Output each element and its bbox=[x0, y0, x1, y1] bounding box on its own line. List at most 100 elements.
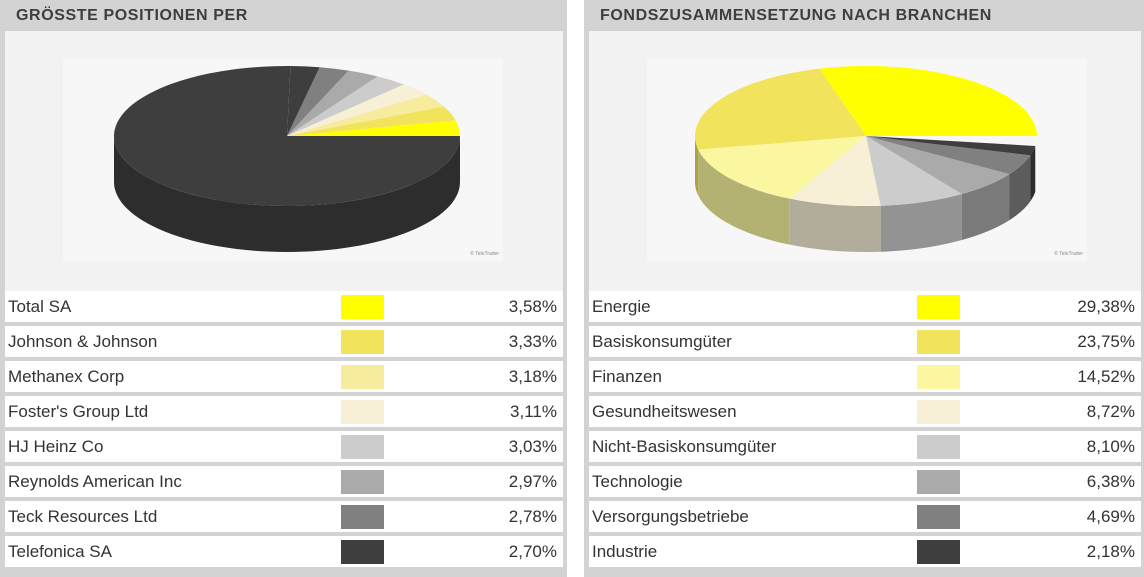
panel-title: GRÖSSTE POSITIONEN PER bbox=[16, 7, 248, 24]
legend-row: Gesundheitswesen 8,72% bbox=[589, 396, 1141, 427]
legend-row: Reynolds American Inc 2,97% bbox=[5, 466, 563, 497]
legend-value: 3,33% bbox=[508, 332, 557, 351]
legend-value: 3,03% bbox=[508, 437, 557, 456]
legend-label: Reynolds American Inc bbox=[8, 472, 182, 491]
pie-chart-box: © TeleTrader bbox=[5, 31, 563, 291]
legend-label: Versorgungsbetriebe bbox=[592, 507, 749, 526]
legend-label: Industrie bbox=[592, 542, 658, 561]
legend-row: HJ Heinz Co 3,03% bbox=[5, 431, 563, 462]
legend-value: 2,78% bbox=[508, 507, 557, 526]
legend-swatch bbox=[917, 470, 960, 494]
pie-side-rest bbox=[114, 136, 460, 252]
legend-label: HJ Heinz Co bbox=[8, 437, 104, 456]
legend-value: 8,72% bbox=[1086, 402, 1135, 421]
pie-side-technologie bbox=[961, 174, 1010, 240]
legend-swatch bbox=[917, 435, 960, 459]
legend-label: Basiskonsumgüter bbox=[592, 332, 732, 351]
legend-row: Versorgungsbetriebe 4,69% bbox=[589, 501, 1141, 532]
legend-row: Industrie 2,18% bbox=[589, 536, 1141, 567]
legend-swatch bbox=[341, 540, 384, 564]
panel-divider bbox=[567, 0, 584, 577]
pie-slice-methanex-corp bbox=[287, 94, 444, 136]
legend-label: Telefonica SA bbox=[8, 542, 112, 561]
pie-slice-hj-heinz-co bbox=[287, 76, 404, 136]
legend-value: 3,18% bbox=[508, 367, 557, 386]
legend-value: 6,38% bbox=[1086, 472, 1135, 491]
pie-slice-finanzen bbox=[698, 136, 866, 199]
legend-value: 29,38% bbox=[1077, 297, 1135, 316]
legend-row: Basiskonsumgüter 23,75% bbox=[589, 326, 1141, 357]
legend-swatch bbox=[917, 400, 960, 424]
pie-side-nicht-basiskonsumg-ter bbox=[880, 193, 962, 252]
legend-label: Nicht-Basiskonsumgüter bbox=[592, 437, 777, 456]
legend-label: Gesundheitswesen bbox=[592, 402, 737, 421]
legend-label: Teck Resources Ltd bbox=[8, 507, 158, 526]
panel-title: FONDSZUSAMMENSETZUNG NACH BRANCHEN bbox=[600, 7, 992, 24]
pie-slice-reynolds-american-inc bbox=[287, 70, 378, 136]
legend-label: Energie bbox=[592, 297, 651, 316]
legend-value: 2,70% bbox=[508, 542, 557, 561]
pie-slice-rest bbox=[113, 66, 460, 206]
legend-swatch bbox=[341, 505, 384, 529]
legend-value: 2,18% bbox=[1086, 542, 1135, 561]
pie-chart-sectors: © TeleTrader bbox=[647, 59, 1087, 261]
watermark: © TeleTrader bbox=[470, 250, 499, 257]
watermark: © TeleTrader bbox=[1054, 250, 1083, 257]
sector-composition-panel: FONDSZUSAMMENSETZUNG NACH BRANCHEN © Tel… bbox=[584, 0, 1144, 577]
legend-row: Nicht-Basiskonsumgüter 8,10% bbox=[589, 431, 1141, 462]
pie-slice-teck-resources-ltd bbox=[287, 67, 349, 136]
legend-row: Teck Resources Ltd 2,78% bbox=[5, 501, 563, 532]
legend-value: 4,69% bbox=[1086, 507, 1135, 526]
pie-side-versorgungsbetriebe bbox=[1009, 155, 1031, 221]
legend-row: Total SA 3,58% bbox=[5, 291, 563, 322]
pie-slice-industrie bbox=[866, 136, 1036, 156]
legend-label: Methanex Corp bbox=[8, 367, 125, 386]
legend-swatch bbox=[917, 365, 960, 389]
pie-side-gesundheitswesen bbox=[789, 198, 881, 252]
legend-label: Johnson & Johnson bbox=[8, 332, 158, 351]
legend-swatch bbox=[341, 435, 384, 459]
legend-swatch bbox=[917, 295, 960, 319]
legend-row: Johnson & Johnson 3,33% bbox=[5, 326, 563, 357]
legend-value: 23,75% bbox=[1077, 332, 1135, 351]
legend-swatch bbox=[917, 330, 960, 354]
legend-swatch bbox=[341, 470, 384, 494]
pie-slice-nicht-basiskonsumg-ter bbox=[866, 136, 962, 206]
legend-swatch bbox=[341, 295, 384, 319]
pie-slice-foster-s-group-ltd bbox=[287, 84, 427, 136]
pie-slice-technologie bbox=[866, 136, 1010, 194]
legend-label: Finanzen bbox=[592, 367, 662, 386]
pie-slice-basiskonsumg-ter bbox=[695, 68, 866, 150]
legend-value: 2,97% bbox=[508, 472, 557, 491]
legend-value: 8,10% bbox=[1086, 437, 1135, 456]
legend-row: Energie 29,38% bbox=[589, 291, 1141, 322]
legend-swatch bbox=[341, 400, 384, 424]
legend-swatch bbox=[341, 330, 384, 354]
legend-sectors: Energie 29,38% Basiskonsumgüter 23,75% Finan… bbox=[589, 291, 1141, 571]
legend-value: 3,58% bbox=[508, 297, 557, 316]
pie-chart-top-positions: © TeleTrader bbox=[63, 59, 503, 261]
legend-row: Foster's Group Ltd 3,11% bbox=[5, 396, 563, 427]
pie-side-basiskonsumg-ter bbox=[695, 136, 699, 196]
pie-slice-versorgungsbetriebe bbox=[866, 136, 1031, 175]
pie-slice-telefonica-sa bbox=[287, 66, 320, 136]
legend-label: Foster's Group Ltd bbox=[8, 402, 149, 421]
pie-slice-total-sa bbox=[287, 120, 460, 136]
legend-swatch bbox=[917, 505, 960, 529]
pie-side-finanzen bbox=[698, 149, 790, 245]
pie-slice-johnson-johnson bbox=[287, 106, 456, 136]
legend-value: 3,11% bbox=[510, 402, 557, 421]
legend-swatch bbox=[917, 540, 960, 564]
legend-swatch bbox=[341, 365, 384, 389]
legend-row: Telefonica SA 2,70% bbox=[5, 536, 563, 567]
legend-row: Finanzen 14,52% bbox=[589, 361, 1141, 392]
top-positions-panel: GRÖSSTE POSITIONEN PER © TeleTrader Tota… bbox=[0, 0, 563, 577]
pie-chart-box: © TeleTrader bbox=[589, 31, 1141, 291]
legend-row: Technologie 6,38% bbox=[589, 466, 1141, 497]
legend-row: Methanex Corp 3,18% bbox=[5, 361, 563, 392]
pie-slice-gesundheitswesen bbox=[789, 136, 881, 206]
pie-slice-energie bbox=[819, 66, 1037, 136]
pie-side-industrie bbox=[1030, 145, 1036, 202]
legend-top-positions: Total SA 3,58% Johnson & Johnson 3,33% Metha… bbox=[5, 291, 563, 571]
legend-value: 14,52% bbox=[1077, 367, 1135, 386]
